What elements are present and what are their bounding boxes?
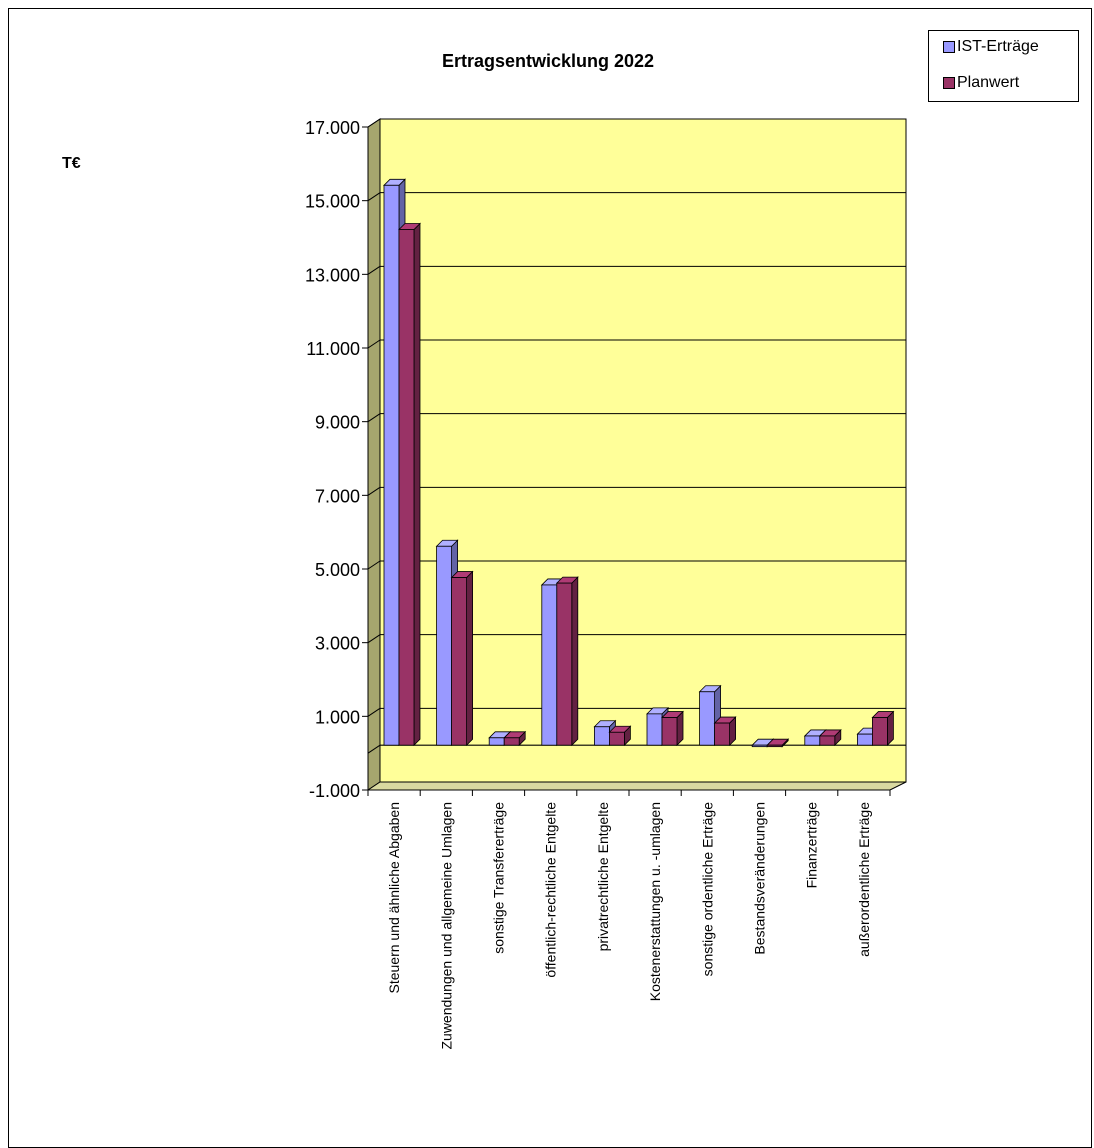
bar	[751, 744, 768, 748]
gridline-side	[367, 707, 381, 717]
x-tick-label: Zuwendungen und allgemeine Umlagen	[438, 802, 454, 1050]
chart-title: Ertragsentwicklung 2022	[442, 51, 654, 71]
x-tick-label: Finanzerträge	[804, 802, 820, 889]
bar	[488, 737, 505, 746]
plot-floor	[366, 781, 907, 791]
x-tick-label: sonstige Transfererträge	[491, 802, 507, 954]
y-tick-label: 7.000	[315, 486, 360, 506]
bar	[872, 717, 888, 746]
bar	[594, 726, 610, 746]
x-tick-label: sonstige ordentliche Erträge	[699, 802, 715, 977]
legend-label-plan: Planwert	[957, 74, 1020, 91]
x-tick-label: Bestandsveränderungen	[752, 802, 768, 955]
gridline-side	[367, 339, 381, 349]
y-tick-label: 9.000	[315, 413, 360, 433]
legend-label-ist: IST-Erträge	[957, 38, 1039, 55]
bar	[661, 717, 678, 746]
plot-area: -1.000 1.000 3.000 5.000 7.000 9.000 11.000 13.…	[305, 118, 907, 1050]
bar	[804, 735, 821, 746]
bar	[819, 735, 836, 746]
zero-baseline-side	[367, 744, 381, 754]
gridline-side	[367, 413, 381, 423]
legend-swatch-ist	[943, 41, 955, 53]
y-tick-label: 5.000	[315, 560, 360, 580]
bar	[541, 584, 558, 746]
x-tick-label: außerordentliche Erträge	[856, 802, 872, 957]
bar	[398, 229, 415, 746]
y-tick-label: 3.000	[315, 634, 360, 654]
bar	[436, 545, 453, 746]
bar	[699, 691, 715, 746]
y-tick-label: 11.000	[306, 339, 360, 359]
gridline-side	[367, 634, 381, 644]
legend-item-plan: Planwert	[943, 74, 1019, 92]
bar	[857, 733, 873, 746]
bar	[646, 713, 663, 746]
bar-side	[571, 576, 579, 747]
bar	[766, 744, 783, 748]
bar	[503, 737, 520, 746]
bar	[556, 582, 573, 746]
gridline-side	[367, 486, 381, 496]
bar-side	[466, 570, 474, 747]
y-tick-label: 1.000	[315, 707, 360, 727]
bar	[451, 577, 468, 746]
y-tick-label: 15.000	[305, 192, 360, 212]
gridline-side	[367, 118, 381, 128]
bar	[383, 184, 400, 746]
y-axis-label: T€	[62, 155, 81, 172]
x-tick-label: privatrechtliche Entgelte	[595, 802, 611, 952]
x-tick-label: öffentlich-rechtliche Entgelte	[543, 802, 559, 978]
y-tick-label: -1.000	[309, 781, 360, 801]
gridline-side	[367, 192, 381, 202]
legend-swatch-plan	[943, 77, 955, 89]
legend: IST-Erträge Planwert	[928, 30, 1079, 102]
plot-side-wall	[367, 118, 381, 791]
gridline-side	[367, 560, 381, 570]
y-tick-label: 13.000	[305, 265, 360, 285]
bar	[714, 722, 730, 746]
bar	[609, 731, 625, 746]
gridline-side	[367, 265, 381, 275]
legend-item-ist: IST-Erträge	[943, 38, 1039, 56]
x-tick-label: Kostenerstattungen u. -umlagen	[647, 802, 663, 1001]
y-tick-label: 17.000	[305, 118, 360, 138]
x-tick-label: Steuern und ähnliche Abgaben	[386, 802, 402, 994]
bar-side	[413, 222, 421, 747]
